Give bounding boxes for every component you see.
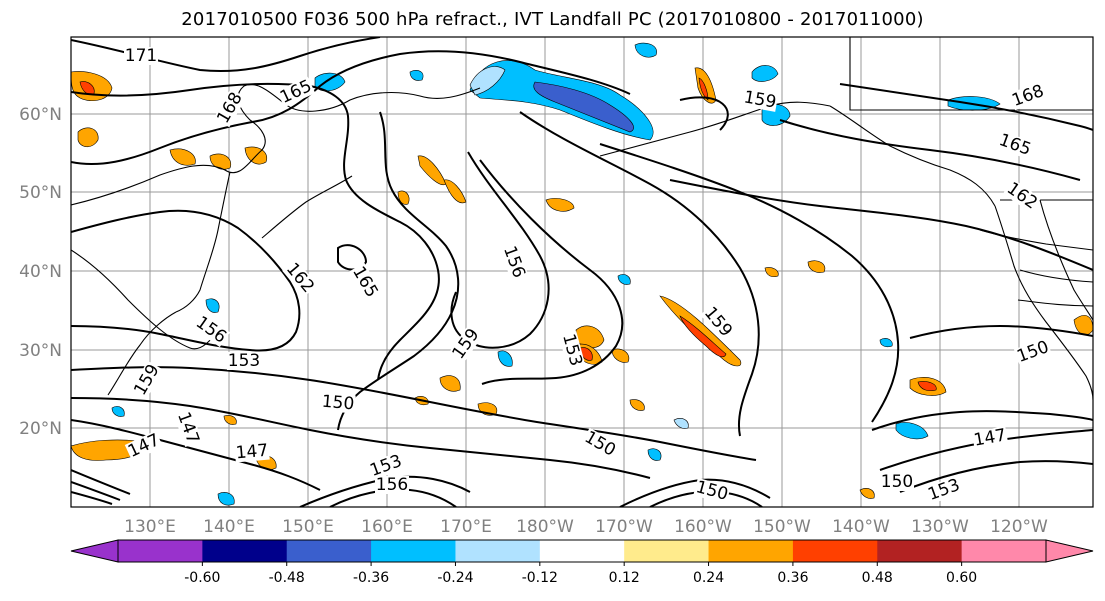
longitude-label: 170°W xyxy=(595,517,653,537)
colorbar: -0.60 -0.48 -0.36 -0.24 -0.12 0.12 0.24 0.36 0.4… xyxy=(70,539,1094,586)
contour-label-background xyxy=(741,88,779,112)
longitude-labels: 130°E 140°E 150°E 160°E 170°E 180°W 170°W 160°W… xyxy=(124,517,1048,537)
contour-label-background xyxy=(558,331,586,369)
longitude-label: 130°W xyxy=(911,517,969,537)
latitude-label: 30°N xyxy=(19,341,62,361)
colorbar-tick-label: 0.12 xyxy=(609,570,640,586)
colorbar-segment xyxy=(961,540,1047,562)
contour-label: 153 xyxy=(228,351,260,371)
contour-label-background xyxy=(173,408,203,448)
map-frame xyxy=(70,36,1094,508)
contour-label-background xyxy=(499,242,529,282)
latitude-label: 50°N xyxy=(19,183,62,203)
colorbar-segment xyxy=(624,540,710,562)
contour-label-background xyxy=(282,259,318,297)
contour-label-background xyxy=(366,451,406,481)
longitude-label: 160°E xyxy=(361,517,413,537)
map-title: 2017010500 F036 500 hPa refract., IVT La… xyxy=(181,9,924,30)
latitude-label: 20°N xyxy=(19,419,62,439)
contour-label: 150 xyxy=(881,472,913,492)
longitude-label: 140°W xyxy=(832,517,890,537)
colorbar-segment xyxy=(286,540,372,562)
contour-label: 171 xyxy=(125,46,157,66)
longitude-label: 130°E xyxy=(124,517,176,537)
colorbar-tick-label: 0.36 xyxy=(777,570,808,586)
longitude-label: 150°E xyxy=(282,517,334,537)
colorbar-tick-label: 0.24 xyxy=(693,570,724,586)
colorbar-segment xyxy=(455,540,541,562)
colorbar-tick-label: 0.60 xyxy=(946,570,977,586)
contour-label-background xyxy=(191,312,231,348)
contour-label-background xyxy=(124,430,164,462)
contour-label: 150 xyxy=(321,392,355,415)
contour-label-background xyxy=(580,427,620,461)
contour-label-background xyxy=(234,441,270,463)
colorbar-outline xyxy=(117,539,1047,563)
longitude-label: 140°E xyxy=(203,517,255,537)
contour-label-background xyxy=(693,477,731,505)
contour-label-background xyxy=(1013,337,1053,367)
latitude-labels: 60°N 50°N 40°N 30°N 20°N xyxy=(19,105,62,439)
longitude-label: 170°E xyxy=(440,517,492,537)
longitude-label: 120°W xyxy=(990,517,1048,537)
contour-label-background xyxy=(276,76,316,108)
latitude-label: 40°N xyxy=(19,262,62,282)
colorbar-extension-high xyxy=(1045,539,1094,563)
colorbar-tick-label: -0.36 xyxy=(353,570,389,586)
contour-label-background xyxy=(130,360,164,400)
contour-label-background xyxy=(320,392,356,414)
longitude-label: 160°W xyxy=(674,517,732,537)
colorbar-segment xyxy=(708,540,794,562)
contour-label-background xyxy=(448,324,484,364)
colorbar-extension-low xyxy=(70,539,119,563)
colorbar-segment xyxy=(202,540,288,562)
colorbar-tick-label: 0.48 xyxy=(862,570,893,586)
contour-label: 156 xyxy=(376,475,408,495)
colorbar-segment xyxy=(792,540,878,562)
colorbar-tick-label: -0.12 xyxy=(522,570,558,586)
contour-label-background xyxy=(1002,178,1042,214)
contour-label-background xyxy=(971,426,1009,450)
contour-label-background xyxy=(227,352,261,370)
contour-label-background xyxy=(124,47,158,65)
contour-label-background xyxy=(924,475,964,505)
anomaly-patches xyxy=(71,42,1093,506)
longitude-label: 150°W xyxy=(753,517,811,537)
colorbar-segment xyxy=(371,540,456,562)
colorbar-segment xyxy=(877,540,963,562)
contour-label-background xyxy=(1008,81,1048,111)
latitude-label: 60°N xyxy=(19,105,62,125)
contour-label-background xyxy=(995,130,1035,160)
colorbar-tick-label: -0.24 xyxy=(437,570,473,586)
colorbar-segment xyxy=(118,540,203,562)
colorbar-tick-label: -0.60 xyxy=(184,570,220,586)
longitude-label: 180°W xyxy=(516,517,574,537)
colorbar-segment xyxy=(539,540,625,562)
colorbar-tick-label: -0.48 xyxy=(269,570,305,586)
contour-label-background xyxy=(700,303,736,341)
contour-label-background xyxy=(375,476,409,494)
contour-label: 147 xyxy=(235,441,269,464)
contour-label-background xyxy=(348,262,382,302)
contour-label-background xyxy=(213,88,247,128)
contour-label-background xyxy=(880,473,914,491)
